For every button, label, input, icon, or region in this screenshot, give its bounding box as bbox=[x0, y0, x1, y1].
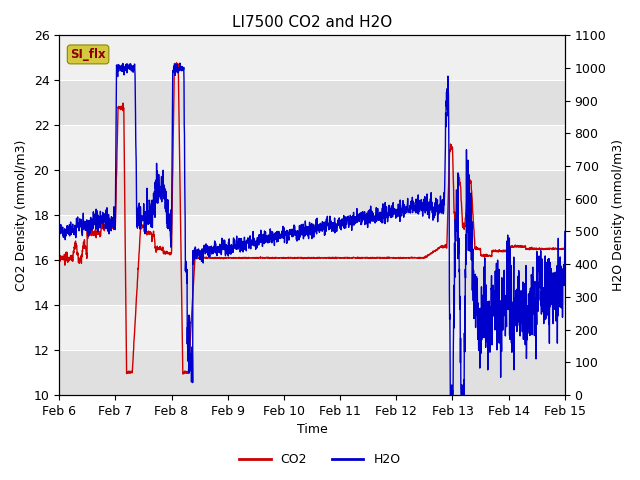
Legend: CO2, H2O: CO2, H2O bbox=[234, 448, 406, 471]
Bar bbox=[59, 36, 565, 80]
Title: LI7500 CO2 and H2O: LI7500 CO2 and H2O bbox=[232, 15, 392, 30]
Bar bbox=[59, 170, 565, 215]
Bar bbox=[59, 350, 565, 395]
Bar bbox=[59, 80, 565, 125]
Bar bbox=[59, 260, 565, 305]
Bar bbox=[59, 125, 565, 170]
Bar bbox=[59, 215, 565, 260]
X-axis label: Time: Time bbox=[296, 423, 328, 436]
Y-axis label: H2O Density (mmol/m3): H2O Density (mmol/m3) bbox=[612, 139, 625, 291]
Bar bbox=[59, 305, 565, 350]
Text: SI_flx: SI_flx bbox=[70, 48, 106, 61]
Y-axis label: CO2 Density (mmol/m3): CO2 Density (mmol/m3) bbox=[15, 140, 28, 291]
